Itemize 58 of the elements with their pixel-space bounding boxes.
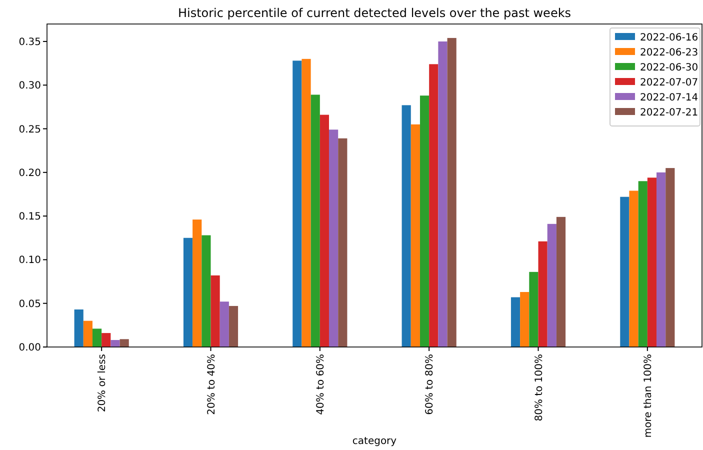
bar	[629, 190, 638, 347]
bar	[302, 58, 311, 347]
bar	[83, 320, 92, 347]
y-tick-label: 0.10	[18, 255, 41, 266]
bar	[447, 38, 456, 347]
chart-title: Historic percentile of current detected levels over the past weeks	[178, 6, 572, 20]
bar	[429, 64, 438, 347]
bar	[74, 309, 84, 347]
bar	[292, 60, 302, 347]
x-tick-label: 20% or less	[97, 354, 108, 412]
y-tick-label: 0.30	[18, 80, 41, 92]
legend-label: 2022-06-30	[640, 62, 698, 74]
bar	[538, 241, 548, 347]
x-tick-label: 80% to 100%	[534, 354, 545, 422]
bar	[228, 306, 238, 347]
legend-label: 2022-06-16	[640, 32, 698, 44]
bar	[402, 105, 411, 347]
legend-label: 2022-07-21	[640, 108, 698, 118]
y-tick-label: 0.00	[18, 342, 41, 354]
bar	[638, 181, 648, 347]
bar	[666, 168, 675, 347]
bar	[183, 238, 193, 347]
legend-label: 2022-06-23	[640, 48, 698, 58]
bar	[520, 292, 530, 347]
x-tick-label: more than 100%	[642, 354, 654, 438]
x-tick-label: 60% to 80%	[424, 354, 436, 415]
bar	[547, 224, 556, 347]
legend-label: 2022-07-14	[640, 92, 698, 104]
bar	[92, 328, 102, 347]
y-tick-label: 0.35	[18, 36, 41, 48]
bar	[102, 333, 111, 347]
bar	[529, 272, 538, 347]
bar	[410, 124, 420, 347]
y-tick-label: 0.05	[18, 298, 41, 310]
bar	[656, 172, 666, 347]
bar	[110, 340, 120, 347]
x-tick-label: 40% to 60%	[315, 354, 326, 415]
x-tick-label: 20% to 40%	[206, 354, 218, 415]
bar	[120, 339, 129, 347]
y-tick-label: 0.20	[18, 168, 41, 179]
bar	[329, 130, 338, 347]
bar	[192, 220, 202, 347]
bar	[320, 114, 330, 347]
y-tick-label: 0.15	[18, 212, 41, 223]
bar	[438, 41, 448, 347]
bar	[338, 138, 348, 347]
bar	[310, 94, 320, 347]
bar	[556, 216, 566, 347]
legend-label: 2022-07-07	[640, 78, 698, 88]
bar	[210, 275, 220, 347]
bar	[420, 96, 430, 347]
bar	[220, 302, 229, 347]
x-axis-title: category	[352, 436, 397, 447]
bar	[202, 235, 211, 347]
bar	[647, 178, 657, 347]
bar	[620, 196, 630, 347]
y-tick-label: 0.25	[18, 124, 41, 136]
bar	[510, 297, 520, 347]
